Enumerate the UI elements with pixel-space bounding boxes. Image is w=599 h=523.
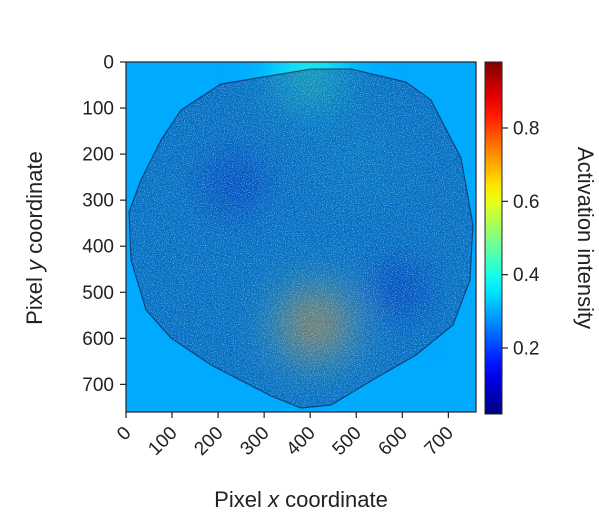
x-tick-label: 400 <box>282 423 319 460</box>
colorbar-tick-label: 0.6 <box>513 192 539 213</box>
heatmap-plot-area <box>125 61 477 413</box>
x-tick-label: 500 <box>329 423 366 460</box>
colorbar: 0.2 0.4 0.6 0.8 Activation intensity <box>484 61 598 415</box>
y-tick-label: 0 <box>103 53 114 74</box>
colorbar-tick-label: 0.2 <box>513 339 539 360</box>
y-axis-title: Pixel y coordinate <box>22 151 47 325</box>
x-tick-label: 200 <box>190 423 227 460</box>
y-tick-label: 600 <box>82 329 114 350</box>
y-tick-label: 400 <box>82 237 114 258</box>
x-tick-label: 100 <box>144 423 181 460</box>
y-tick-label: 700 <box>82 375 114 396</box>
y-tick-label: 200 <box>82 145 114 166</box>
x-tick-label: 600 <box>375 423 412 460</box>
y-tick-label: 100 <box>82 99 114 120</box>
colorbar-scale <box>484 61 503 415</box>
plot-frame <box>125 61 477 413</box>
x-tick-label: 0 <box>113 423 135 445</box>
x-axis-title: Pixel x coordinate <box>214 487 388 512</box>
x-tick-label: 300 <box>236 423 273 460</box>
colorbar-tick-label: 0.8 <box>513 119 539 140</box>
colorbar-title: Activation intensity <box>573 147 598 329</box>
x-tick-label: 700 <box>421 423 458 460</box>
colorbar-ticks: 0.2 0.4 0.6 0.8 <box>502 119 540 360</box>
x-axis: 0 100 200 300 400 500 600 700 <box>113 412 458 460</box>
cell-outline <box>128 68 474 409</box>
colorbar-tick-label: 0.4 <box>513 265 540 286</box>
y-tick-label: 500 <box>82 283 114 304</box>
y-tick-label: 300 <box>82 191 114 212</box>
y-axis: 0 100 200 300 400 500 600 700 <box>82 53 126 396</box>
